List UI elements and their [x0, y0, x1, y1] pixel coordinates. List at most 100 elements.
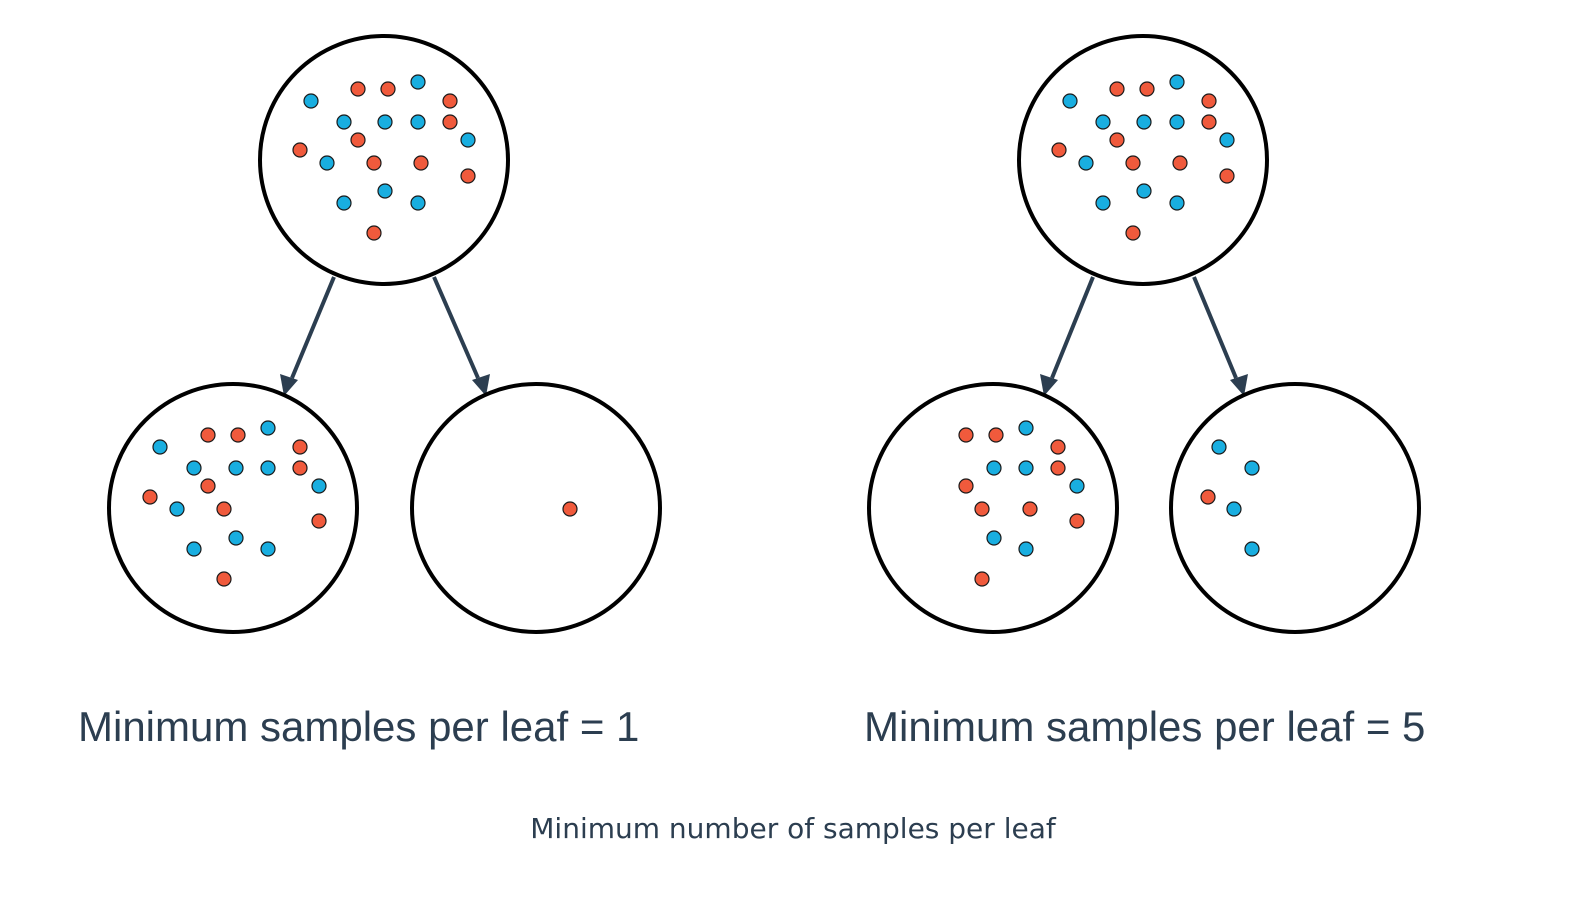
red-sample-dot	[1125, 155, 1141, 171]
blue-sample-dot	[1244, 541, 1260, 557]
blue-sample-dot	[1069, 478, 1085, 494]
blue-sample-dot	[1095, 114, 1111, 130]
red-sample-dot	[1069, 513, 1085, 529]
blue-sample-dot	[169, 501, 185, 517]
panel-1-root-node	[258, 34, 510, 286]
blue-sample-dot	[410, 74, 426, 90]
panel-2-left-leaf	[867, 382, 1119, 634]
blue-sample-dot	[1078, 155, 1094, 171]
figure-caption: Minimum number of samples per leaf	[530, 812, 1056, 845]
blue-sample-dot	[186, 460, 202, 476]
red-sample-dot	[442, 93, 458, 109]
right-leaf-samples	[562, 501, 578, 517]
blue-sample-dot	[1136, 114, 1152, 130]
blue-sample-dot	[260, 460, 276, 476]
left-split-arrow	[1050, 276, 1095, 379]
blue-sample-dot	[228, 460, 244, 476]
blue-sample-dot	[152, 439, 168, 455]
root-node-samples	[292, 74, 476, 241]
panel-2-right-arrow	[1192, 276, 1248, 396]
blue-sample-dot	[377, 183, 393, 199]
panel-1-left-arrow	[280, 276, 336, 396]
blue-sample-dot	[336, 195, 352, 211]
left-leaf-samples	[142, 420, 327, 587]
red-sample-dot	[1201, 114, 1217, 130]
red-sample-dot	[413, 155, 429, 171]
red-sample-dot	[200, 427, 216, 443]
blue-sample-dot	[319, 155, 335, 171]
blue-sample-dot	[303, 93, 319, 109]
blue-sample-dot	[311, 478, 327, 494]
right-leaf-circle	[1169, 382, 1421, 634]
red-sample-dot	[1201, 93, 1217, 109]
red-sample-dot	[292, 142, 308, 158]
blue-sample-dot	[1226, 501, 1242, 517]
panel-1-right-leaf	[410, 382, 662, 634]
arrowhead-icon	[280, 374, 298, 396]
red-sample-dot	[442, 114, 458, 130]
red-sample-dot	[350, 81, 366, 97]
red-sample-dot	[1219, 168, 1235, 184]
blue-sample-dot	[336, 114, 352, 130]
panel-min-samples-1: Minimum samples per leaf = 1	[78, 34, 662, 750]
panel-min-samples-5: Minimum samples per leaf = 5	[864, 34, 1425, 750]
red-sample-dot	[1109, 81, 1125, 97]
panel-2-root-node	[1017, 34, 1269, 286]
blue-sample-dot	[377, 114, 393, 130]
red-sample-dot	[1139, 81, 1155, 97]
panel-1-left-leaf	[107, 382, 359, 634]
red-sample-dot	[142, 489, 158, 505]
arrowhead-icon	[1040, 374, 1058, 396]
red-sample-dot	[216, 571, 232, 587]
blue-sample-dot	[410, 114, 426, 130]
panel-2-right-leaf	[1169, 382, 1421, 634]
red-sample-dot	[292, 460, 308, 476]
red-sample-dot	[230, 427, 246, 443]
panel-1-label: Minimum samples per leaf = 1	[78, 703, 639, 750]
red-sample-dot	[350, 132, 366, 148]
blue-sample-dot	[260, 541, 276, 557]
red-sample-dot	[216, 501, 232, 517]
blue-sample-dot	[1244, 460, 1260, 476]
root-node-circle	[1017, 34, 1269, 286]
red-sample-dot	[460, 168, 476, 184]
red-sample-dot	[958, 427, 974, 443]
red-sample-dot	[974, 501, 990, 517]
red-sample-dot	[1200, 489, 1216, 505]
arrowhead-icon	[1230, 374, 1248, 396]
blue-sample-dot	[1219, 132, 1235, 148]
left-leaf-circle	[867, 382, 1119, 634]
red-sample-dot	[974, 571, 990, 587]
panel-1-right-arrow	[432, 276, 490, 396]
blue-sample-dot	[1062, 93, 1078, 109]
red-sample-dot	[1172, 155, 1188, 171]
blue-sample-dot	[1211, 439, 1227, 455]
panel-2-label: Minimum samples per leaf = 5	[864, 703, 1425, 750]
red-sample-dot	[292, 439, 308, 455]
blue-sample-dot	[1095, 195, 1111, 211]
red-sample-dot	[200, 478, 216, 494]
blue-sample-dot	[228, 530, 244, 546]
right-leaf-samples	[1200, 439, 1260, 557]
blue-sample-dot	[1018, 541, 1034, 557]
right-split-arrow	[432, 276, 480, 379]
blue-sample-dot	[1136, 183, 1152, 199]
right-leaf-circle	[410, 382, 662, 634]
right-split-arrow	[1192, 276, 1238, 379]
blue-sample-dot	[410, 195, 426, 211]
blue-sample-dot	[1169, 195, 1185, 211]
red-sample-dot	[380, 81, 396, 97]
blue-sample-dot	[1018, 420, 1034, 436]
blue-sample-dot	[1018, 460, 1034, 476]
red-sample-dot	[1050, 460, 1066, 476]
root-node-samples	[1051, 74, 1235, 241]
red-sample-dot	[1051, 142, 1067, 158]
left-split-arrow	[290, 276, 336, 379]
red-sample-dot	[1125, 225, 1141, 241]
blue-sample-dot	[186, 541, 202, 557]
panel-2-left-arrow	[1040, 276, 1095, 396]
blue-sample-dot	[460, 132, 476, 148]
blue-sample-dot	[260, 420, 276, 436]
arrowhead-icon	[472, 374, 490, 396]
